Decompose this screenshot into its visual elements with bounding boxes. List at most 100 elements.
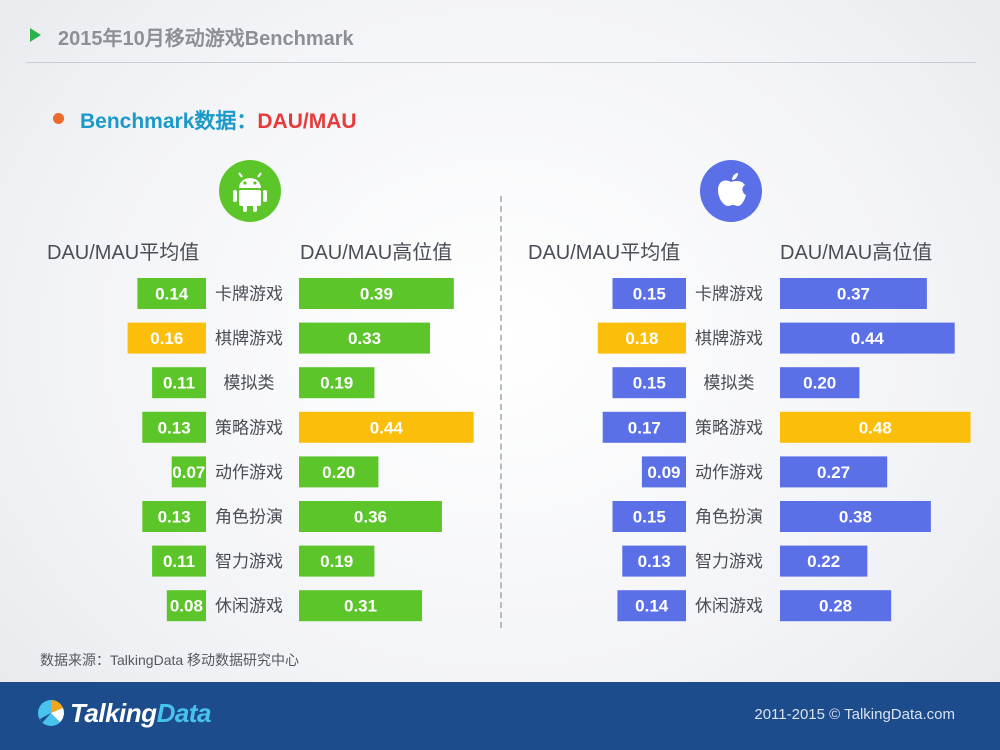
ios-high-bar <box>780 456 888 488</box>
ios-avg-bar <box>622 545 686 577</box>
android-high-value-label: 0.31 <box>344 597 377 616</box>
ios-avg-bar <box>612 367 686 399</box>
android-high-bar <box>299 545 375 577</box>
android-high-bar <box>299 456 379 488</box>
ios-avg-value-label: 0.15 <box>633 374 666 393</box>
apple-icon <box>700 160 762 222</box>
android-high-bar <box>299 278 454 309</box>
android-high-bar <box>299 590 423 622</box>
android-avg-value-label: 0.13 <box>158 418 191 437</box>
footer: TalkingData 2011-2015 © TalkingData.com <box>0 682 1000 750</box>
android-category-label: 棋牌游戏 <box>215 329 283 348</box>
ios-avg-bar <box>597 322 686 354</box>
ios-category-label: 智力游戏 <box>695 552 763 571</box>
android-high-header: DAU/MAU高位值 <box>300 242 453 264</box>
android-high-bar <box>299 322 431 354</box>
ios-avg-bar <box>641 456 686 488</box>
android-avg-bar <box>166 590 206 622</box>
ios-avg-value-label: 0.14 <box>635 597 669 616</box>
android-avg-value-label: 0.11 <box>163 552 195 571</box>
android-avg-value-label: 0.07 <box>172 463 205 482</box>
ios-avg-value-label: 0.15 <box>633 285 666 304</box>
section-title-emphasis: DAU/MAU <box>257 110 357 133</box>
ios-high-header: DAU/MAU高位值 <box>780 242 933 264</box>
android-high-value-label: 0.33 <box>348 329 381 348</box>
bullet-dot-icon <box>53 113 64 124</box>
android-avg-bar <box>142 411 206 443</box>
ios-high-value-label: 0.38 <box>839 508 872 527</box>
copyright: 2011-2015 © TalkingData.com <box>754 706 955 723</box>
ios-avg-bar <box>612 278 686 309</box>
ios-avg-value-label: 0.15 <box>633 508 666 527</box>
android-icon <box>219 160 281 222</box>
section-title: Benchmark数据：DAU/MAU <box>80 105 357 135</box>
ios-avg-bar <box>617 590 686 622</box>
android-avg-header: DAU/MAU平均值 <box>47 242 200 264</box>
android-high-bar <box>299 367 375 399</box>
ios-high-value-label: 0.48 <box>859 418 892 437</box>
ios-avg-header: DAU/MAU平均值 <box>528 242 681 264</box>
android-category-label: 策略游戏 <box>215 418 283 437</box>
android-avg-bar <box>127 322 206 354</box>
ios-category-label: 动作游戏 <box>695 463 763 482</box>
ios-avg-bar <box>612 501 686 532</box>
android-high-value-label: 0.19 <box>320 374 353 393</box>
android-high-bar <box>299 501 442 532</box>
android-avg-bar <box>137 278 206 309</box>
section-title-prefix: Benchmark数据： <box>80 110 258 133</box>
android-category-label: 智力游戏 <box>215 552 283 571</box>
android-category-label: 模拟类 <box>224 374 275 393</box>
page-title: 2015年10月移动游戏Benchmark <box>58 28 354 50</box>
android-category-label: 休闲游戏 <box>215 597 283 616</box>
ios-high-value-label: 0.44 <box>851 329 885 348</box>
logo-talking: Talking <box>70 698 157 728</box>
android-high-bar <box>299 411 474 443</box>
ios-avg-value-label: 0.18 <box>625 329 658 348</box>
talkingdata-logo: TalkingData <box>70 698 211 729</box>
android-avg-value-label: 0.14 <box>155 285 189 304</box>
ios-high-bar <box>780 278 927 309</box>
ios-high-bar <box>780 590 892 622</box>
ios-high-bar <box>780 367 860 399</box>
android-category-label: 卡牌游戏 <box>215 285 283 304</box>
ios-high-value-label: 0.28 <box>819 597 852 616</box>
ios-high-bar <box>780 501 931 532</box>
android-high-value-label: 0.19 <box>320 552 353 571</box>
android-category-label: 角色扮演 <box>215 508 283 527</box>
ios-high-value-label: 0.37 <box>837 285 870 304</box>
android-high-value-label: 0.36 <box>354 508 387 527</box>
android-avg-bar <box>171 456 206 488</box>
android-high-value-label: 0.39 <box>360 285 393 304</box>
ios-avg-value-label: 0.17 <box>628 418 661 437</box>
ios-category-label: 休闲游戏 <box>695 597 763 616</box>
data-source: 数据来源：TalkingData 移动数据研究中心 <box>40 652 300 668</box>
ios-high-bar <box>780 545 868 577</box>
android-avg-value-label: 0.11 <box>163 374 195 393</box>
android-avg-value-label: 0.08 <box>170 597 203 616</box>
ios-high-value-label: 0.27 <box>817 463 850 482</box>
android-high-value-label: 0.44 <box>370 418 404 437</box>
ios-high-value-label: 0.22 <box>807 552 840 571</box>
android-avg-bar <box>152 367 206 399</box>
play-triangle-icon <box>30 28 41 42</box>
ios-high-value-label: 0.20 <box>803 374 836 393</box>
android-category-label: 动作游戏 <box>215 463 283 482</box>
ios-category-label: 棋牌游戏 <box>695 329 763 348</box>
ios-high-bar <box>780 322 955 354</box>
header: 2015年10月移动游戏Benchmark <box>0 0 1000 64</box>
ios-category-label: 模拟类 <box>704 374 755 393</box>
android-avg-value-label: 0.16 <box>150 329 183 348</box>
android-high-value-label: 0.20 <box>322 463 355 482</box>
ios-category-label: 角色扮演 <box>695 508 763 527</box>
ios-category-label: 卡牌游戏 <box>695 285 763 304</box>
ios-avg-bar <box>602 411 686 443</box>
android-avg-bar <box>142 501 206 532</box>
logo-data: Data <box>156 698 212 728</box>
header-divider <box>26 62 976 63</box>
ios-high-bar <box>780 411 971 443</box>
android-avg-bar <box>152 545 206 577</box>
android-avg-value-label: 0.13 <box>158 508 191 527</box>
platform-divider <box>500 196 502 628</box>
talkingdata-logo-icon <box>38 700 64 726</box>
